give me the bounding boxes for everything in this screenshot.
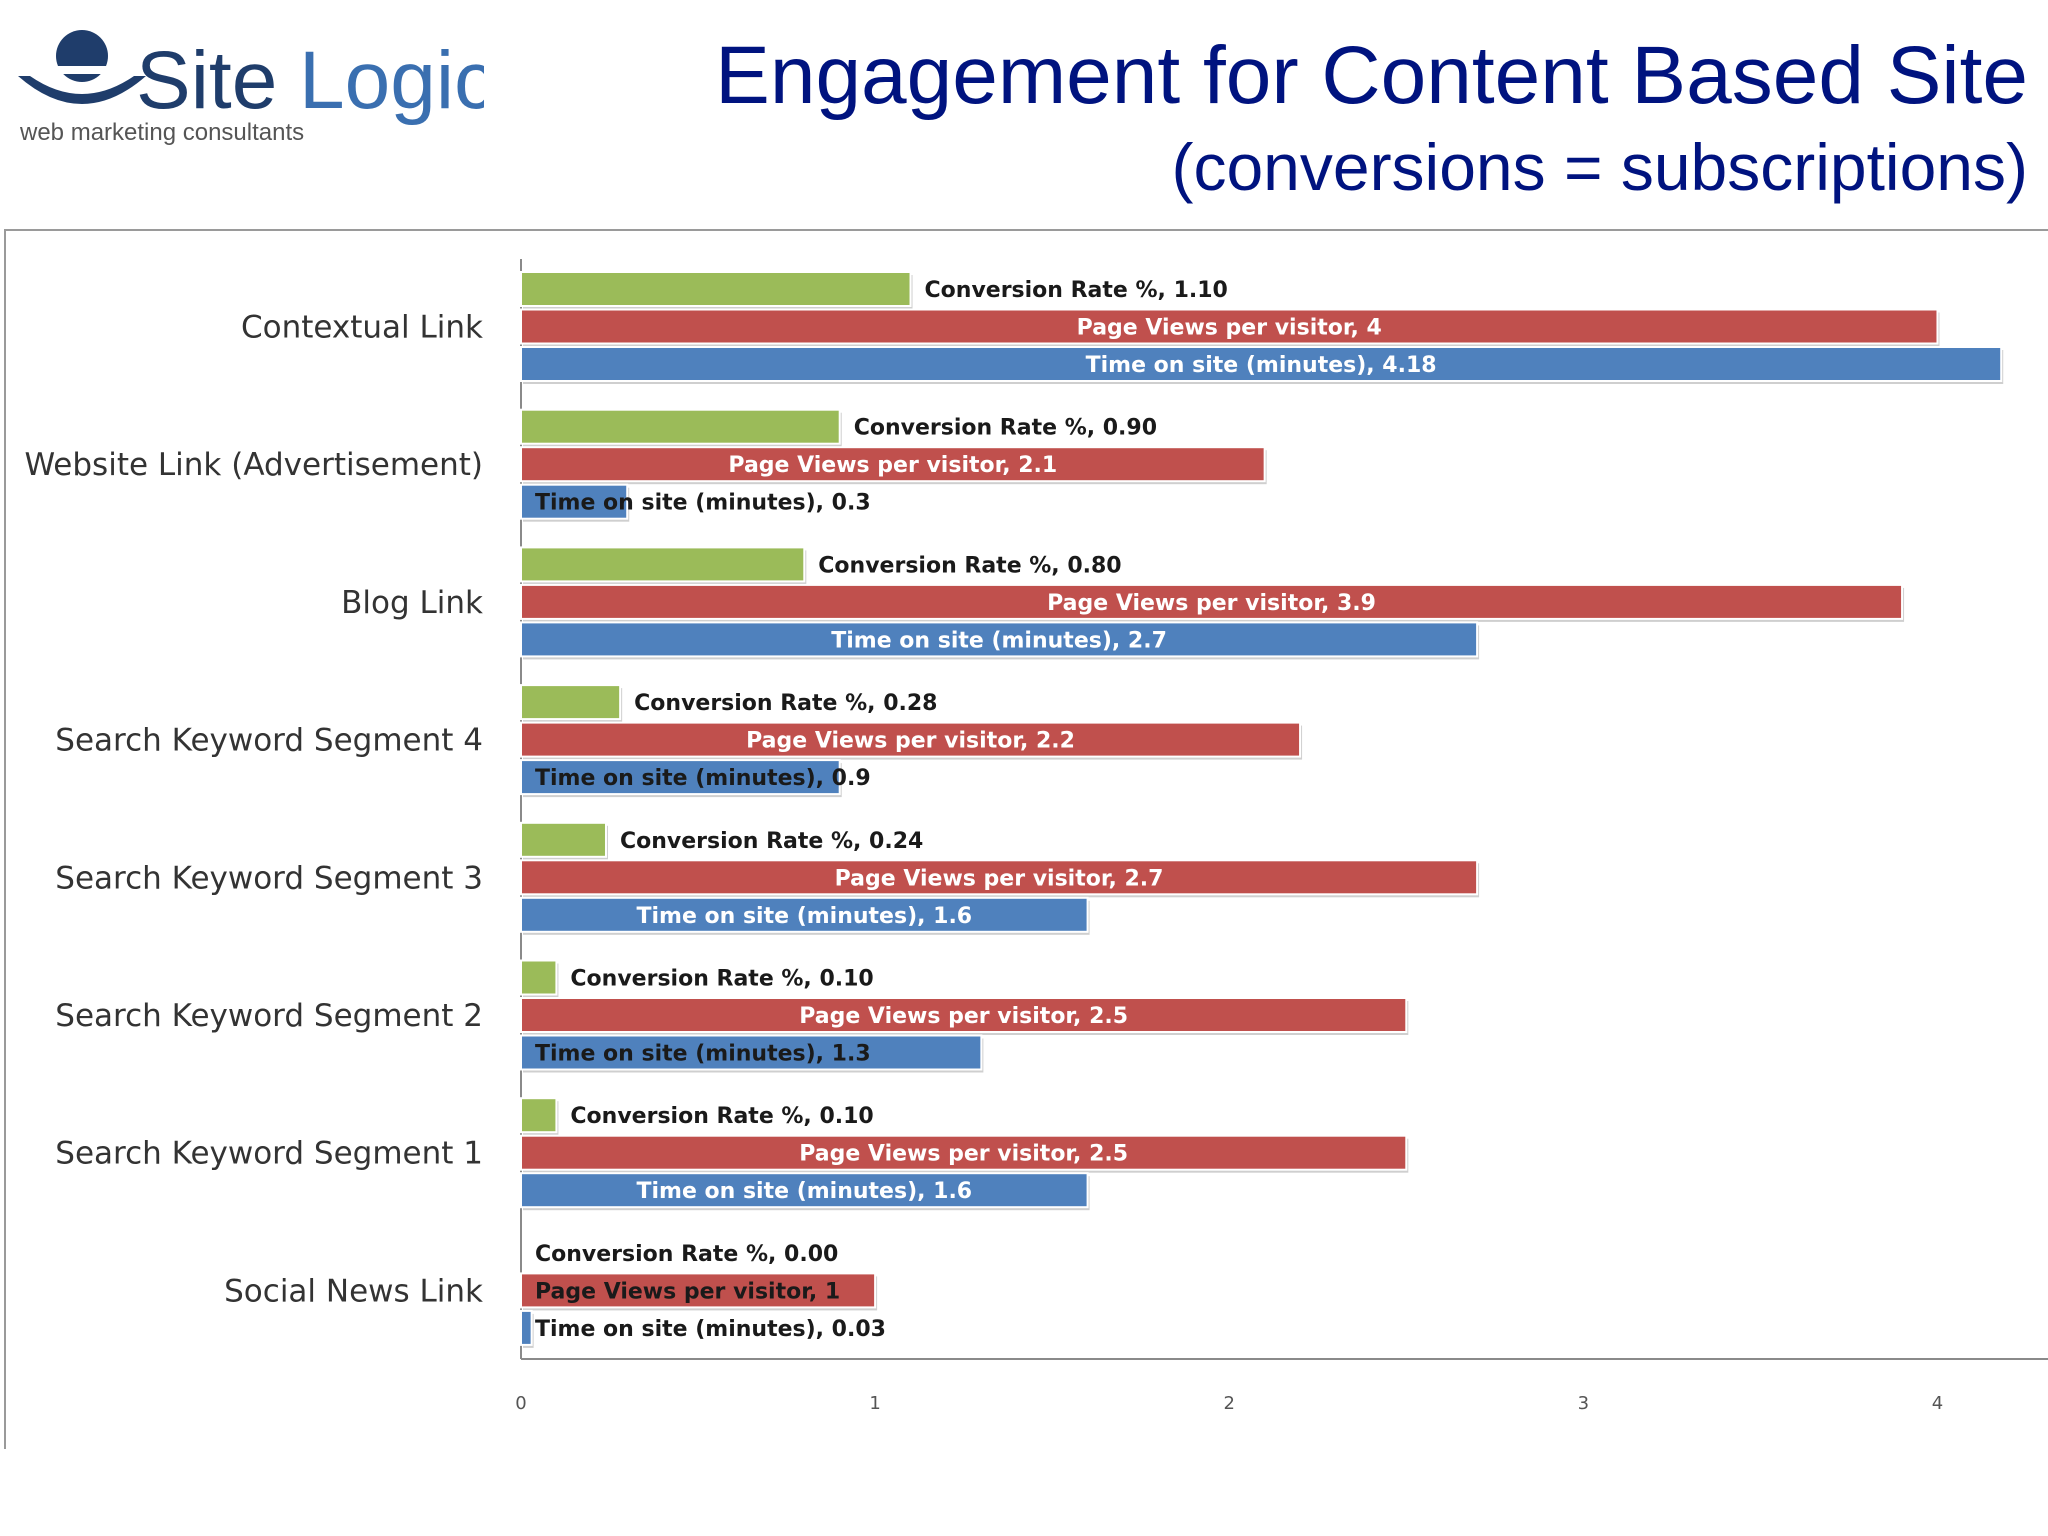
- bar: [520, 346, 2003, 382]
- category-label: Search Keyword Segment 4: [55, 723, 483, 759]
- data-label: Time on site (minutes), 0.3: [535, 491, 871, 516]
- bar: [520, 821, 607, 858]
- sitelogic-logo: Site Logic web marketing consultants: [18, 30, 484, 146]
- data-label: Page Views per visitor, 3.9: [1047, 591, 1376, 616]
- bar: [520, 721, 1302, 758]
- bar: [520, 896, 1089, 933]
- category-label: Blog Link: [341, 585, 483, 621]
- category-label: Search Keyword Segment 2: [55, 998, 483, 1034]
- bar: [520, 1272, 877, 1309]
- data-label: Time on site (minutes), 0.9: [535, 766, 871, 791]
- header: Engagement for Content Based Site (conve…: [715, 28, 2028, 210]
- x-tick-label: 0: [515, 1393, 526, 1414]
- globe-logo-icon: [18, 30, 146, 104]
- data-label: Page Views per visitor, 2.7: [835, 866, 1164, 891]
- data-label: Conversion Rate %, 0.28: [634, 691, 937, 716]
- data-label: Time on site (minutes), 1.6: [636, 1179, 972, 1204]
- page-subtitle: (conversions = subscriptions): [1171, 130, 2028, 204]
- bar: [520, 859, 1479, 896]
- x-tick-label: 4: [1932, 1393, 1943, 1414]
- bar: [520, 621, 1479, 658]
- data-label: Page Views per visitor, 2.5: [799, 1142, 1128, 1167]
- chart-frame: [4, 229, 2048, 1449]
- data-label: Page Views per visitor, 1: [535, 1279, 840, 1304]
- logo-tagline: web marketing consultants: [19, 119, 304, 146]
- data-label: Time on site (minutes), 1.3: [535, 1042, 871, 1067]
- bar: [520, 271, 912, 307]
- bar: [520, 959, 558, 996]
- logo-brand-logic: Logic: [299, 35, 484, 126]
- data-label: Page Views per visitor, 2.2: [746, 729, 1075, 754]
- data-label: Time on site (minutes), 4.18: [1086, 353, 1437, 378]
- data-label: Page Views per visitor, 2.5: [799, 1004, 1128, 1029]
- bar: [520, 684, 622, 721]
- engagement-bar-chart: 0 1 2 3 4 Contextual Link Conversion Rate %, 1…: [24, 259, 2048, 1414]
- data-label: Conversion Rate %, 1.10: [925, 278, 1228, 303]
- data-label: Page Views per visitor, 4: [1077, 316, 1382, 341]
- bar: [520, 446, 1266, 483]
- x-tick-label: 1: [869, 1393, 880, 1414]
- data-label: Conversion Rate %, 0.00: [535, 1242, 838, 1267]
- bar: [520, 308, 1939, 345]
- logo-brand-site: Site: [136, 35, 277, 126]
- data-label: Conversion Rate %, 0.90: [854, 416, 1157, 441]
- data-label: Conversion Rate %, 0.10: [570, 1104, 873, 1129]
- category-label: Social News Link: [224, 1273, 483, 1309]
- bar: [520, 1172, 1089, 1209]
- data-label: Page Views per visitor, 2.1: [728, 453, 1057, 478]
- category-label: Contextual Link: [241, 310, 483, 346]
- bar: [520, 1309, 533, 1346]
- bar: [520, 997, 1408, 1033]
- category-label: Search Keyword Segment 3: [55, 860, 483, 896]
- x-tick-label: 2: [1224, 1393, 1235, 1414]
- data-label: Conversion Rate %, 0.10: [570, 967, 873, 992]
- bar: [520, 546, 806, 583]
- x-tick-label: 3: [1578, 1393, 1589, 1414]
- data-label: Time on site (minutes), 1.6: [636, 904, 972, 929]
- data-label: Time on site (minutes), 2.7: [831, 628, 1167, 653]
- category-label: Search Keyword Segment 1: [55, 1136, 483, 1172]
- page-title: Engagement for Content Based Site: [715, 30, 2028, 121]
- bar: [520, 583, 1904, 620]
- bar: [520, 408, 841, 445]
- data-label: Conversion Rate %, 0.80: [818, 553, 1121, 578]
- bar: [520, 1034, 983, 1071]
- bar: [520, 1097, 558, 1134]
- bar: [520, 1134, 1408, 1171]
- data-label: Conversion Rate %, 0.24: [620, 829, 923, 854]
- data-label: Time on site (minutes), 0.03: [535, 1317, 886, 1342]
- category-label: Website Link (Advertisement): [24, 447, 483, 483]
- bar: [520, 483, 629, 520]
- bar: [520, 759, 841, 796]
